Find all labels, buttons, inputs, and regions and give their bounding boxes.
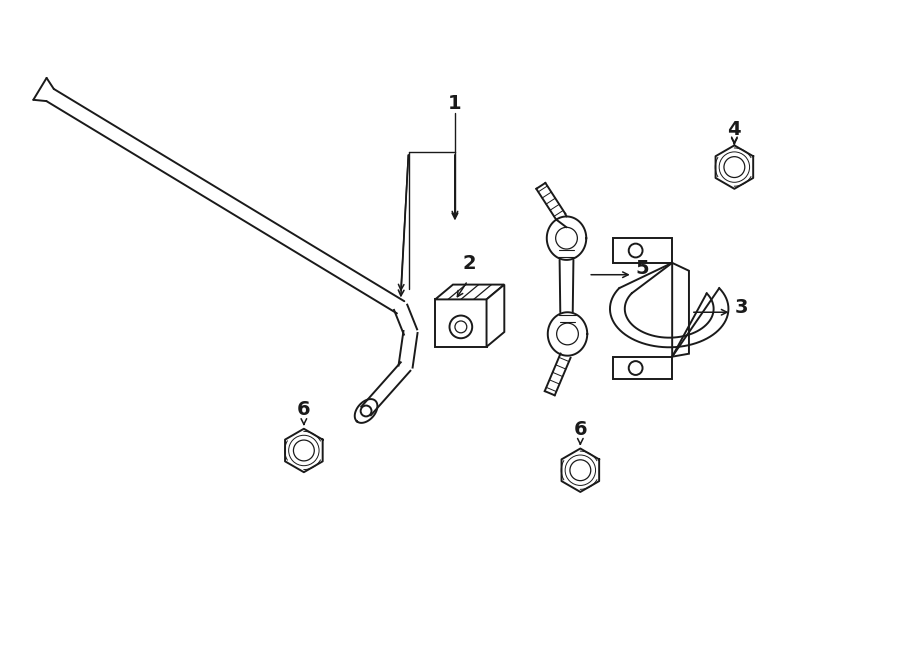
Polygon shape [613, 238, 672, 263]
Polygon shape [436, 285, 504, 299]
Polygon shape [613, 357, 672, 379]
Circle shape [555, 227, 578, 249]
Text: 6: 6 [297, 400, 310, 419]
Circle shape [556, 323, 579, 345]
Text: 1: 1 [448, 94, 462, 113]
Text: 4: 4 [727, 120, 742, 140]
Text: 5: 5 [635, 259, 649, 277]
Text: 3: 3 [734, 298, 748, 317]
Text: 6: 6 [573, 420, 587, 439]
Circle shape [293, 440, 314, 461]
Polygon shape [436, 299, 487, 347]
Polygon shape [487, 285, 504, 347]
Circle shape [361, 406, 372, 416]
Circle shape [724, 157, 745, 177]
Polygon shape [672, 263, 689, 357]
Circle shape [570, 460, 590, 481]
Circle shape [629, 361, 643, 375]
Text: 2: 2 [463, 254, 477, 273]
Circle shape [629, 244, 643, 258]
Circle shape [449, 316, 473, 338]
